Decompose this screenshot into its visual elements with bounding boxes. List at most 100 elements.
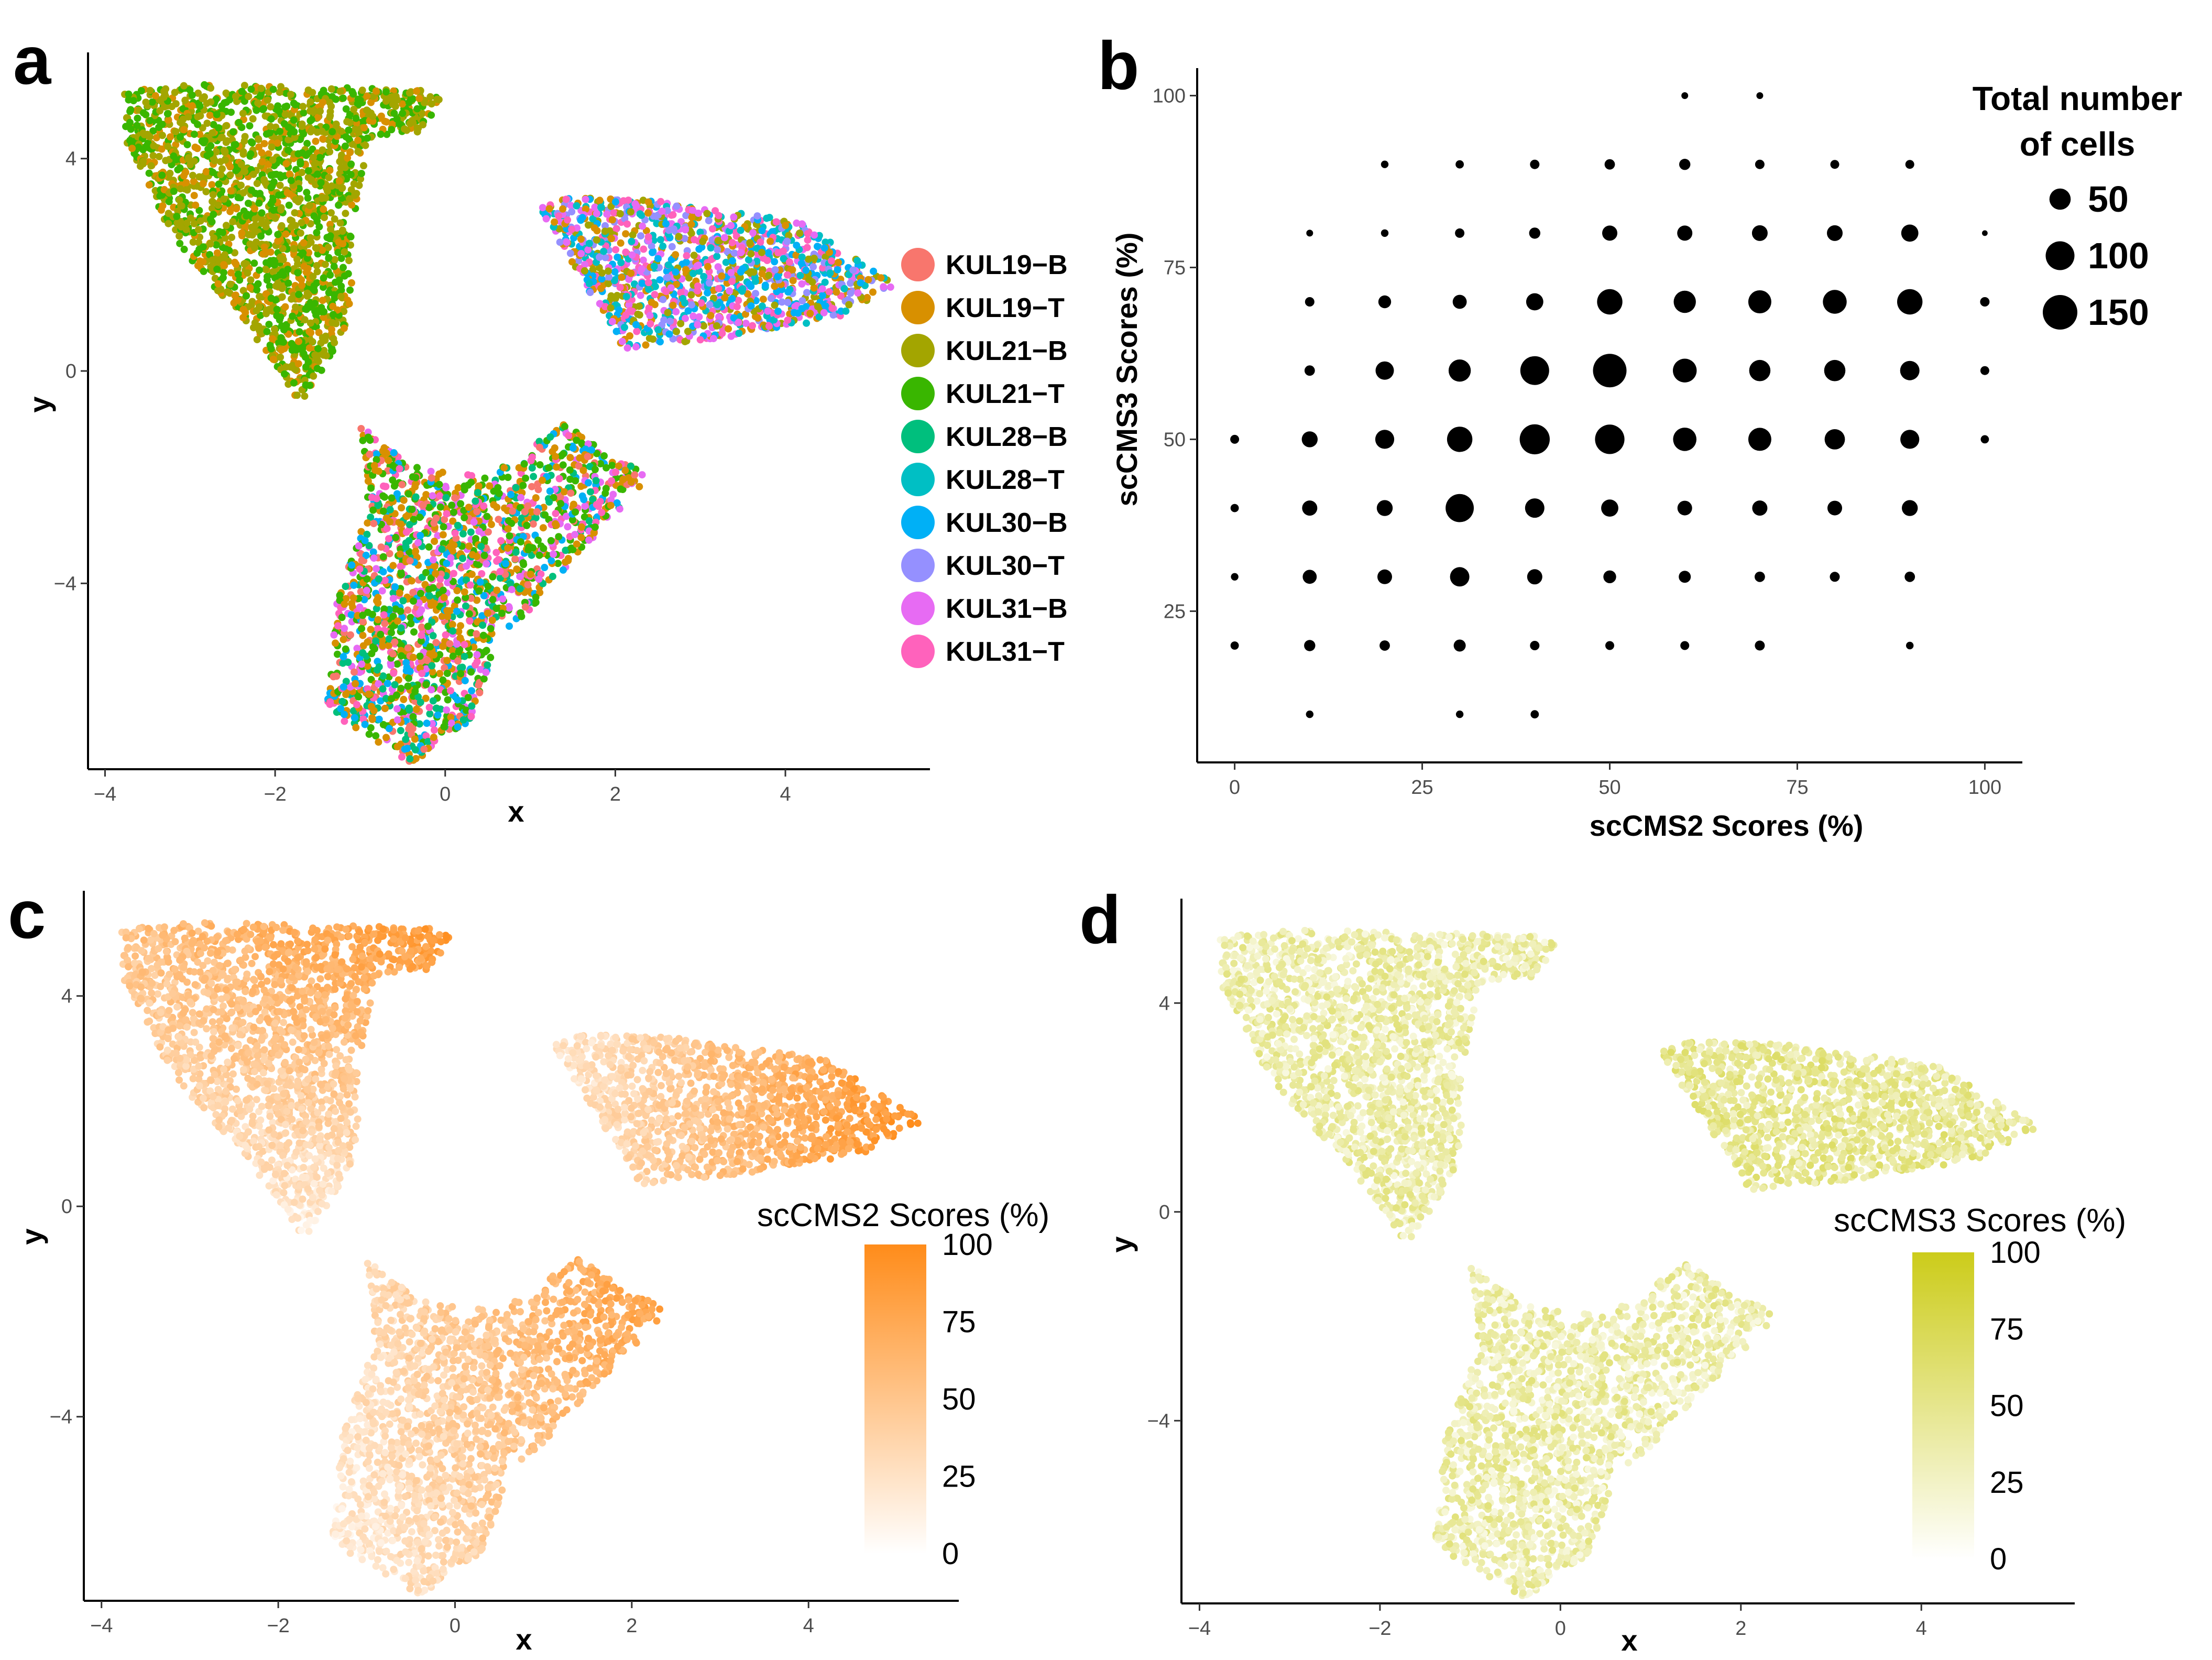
panel-a-point-1586 bbox=[188, 102, 196, 110]
panel-a-point-4912 bbox=[598, 509, 606, 517]
panel-a-point-4048 bbox=[393, 660, 401, 668]
panel-a-point-30 bbox=[360, 162, 367, 170]
panel-a-point-4857 bbox=[399, 597, 407, 605]
panel-a-point-995 bbox=[243, 292, 250, 300]
panel-a-point-2936 bbox=[612, 246, 620, 254]
panel-a-point-4671 bbox=[547, 557, 555, 565]
panel-a-point-4805 bbox=[440, 594, 448, 602]
panel-a-point-1706 bbox=[245, 93, 253, 101]
panel-a-point-1731 bbox=[217, 171, 225, 179]
panel-a-point-2866 bbox=[542, 215, 550, 223]
panel-a-point-1246 bbox=[137, 87, 145, 95]
panel-a-point-925 bbox=[229, 218, 237, 226]
panel-a-point-4555 bbox=[426, 643, 434, 651]
panel-a-point-4895 bbox=[359, 649, 367, 657]
panel-a-point-4613 bbox=[416, 514, 424, 521]
panel-a-point-1543 bbox=[256, 190, 264, 198]
panel-a-point-1741 bbox=[238, 229, 246, 237]
panel-a-point-1574 bbox=[315, 223, 323, 231]
panel-a-label: a bbox=[13, 22, 52, 99]
panel-a-point-4933 bbox=[370, 520, 378, 528]
panel-a-point-3063 bbox=[634, 310, 642, 318]
panel-a-point-1687 bbox=[280, 120, 288, 128]
panel-a-point-2939 bbox=[749, 229, 757, 237]
panel-a-point-4919 bbox=[443, 607, 451, 615]
panel-a-point-4321 bbox=[429, 492, 436, 500]
panel-a-point-2566 bbox=[642, 341, 650, 349]
panel-a-point-1103 bbox=[276, 89, 283, 96]
panel-a-point-593 bbox=[133, 122, 141, 129]
panel-a-point-2857 bbox=[804, 230, 812, 237]
panel-a-point-1642 bbox=[318, 194, 326, 202]
panel-a-point-1624 bbox=[350, 180, 358, 188]
panel-a-point-3151 bbox=[506, 622, 513, 630]
panel-a-point-4822 bbox=[411, 746, 419, 753]
panel-a-point-1752 bbox=[325, 173, 333, 181]
panel-a-legend-key-8 bbox=[901, 592, 935, 625]
panel-a-point-2511 bbox=[640, 245, 648, 253]
panel-a-point-1720 bbox=[282, 160, 290, 168]
panel-a-point-3094 bbox=[764, 307, 772, 315]
panel-a-point-2761 bbox=[833, 288, 840, 296]
panel-a-point-2917 bbox=[761, 281, 769, 289]
panel-a-point-4828 bbox=[527, 457, 535, 464]
panel-a-point-2895 bbox=[638, 211, 645, 219]
panel-a-point-4534 bbox=[406, 755, 414, 763]
panel-a-point-1282 bbox=[190, 192, 198, 200]
panel-a-point-4675 bbox=[475, 482, 483, 490]
panel-a-point-1650 bbox=[258, 158, 266, 166]
panel-a-point-1790 bbox=[226, 163, 234, 171]
panel-a-point-4815 bbox=[484, 609, 491, 617]
panel-a-point-1378 bbox=[354, 136, 362, 144]
panel-a-point-1769 bbox=[363, 92, 371, 100]
panel-a-point-2768 bbox=[622, 248, 630, 256]
panel-a-point-1888 bbox=[314, 170, 321, 178]
panel-a-point-4436 bbox=[333, 672, 341, 680]
panel-a-point-179 bbox=[347, 241, 354, 249]
panel-a-point-1737 bbox=[340, 324, 348, 332]
panel-a-point-4931 bbox=[473, 651, 481, 659]
panel-a-point-1197 bbox=[253, 180, 261, 188]
panel-a-point-3026 bbox=[715, 212, 722, 220]
panel-a-point-4945 bbox=[528, 464, 536, 472]
panel-a-point-4137 bbox=[436, 503, 444, 511]
panel-a-point-4926 bbox=[535, 575, 543, 583]
panel-a-point-1444 bbox=[206, 112, 214, 119]
panel-a-point-2229 bbox=[763, 214, 771, 222]
panel-a-point-2476 bbox=[690, 252, 698, 259]
panel-a-point-3950 bbox=[422, 491, 430, 498]
panel-a-point-2624 bbox=[637, 291, 644, 299]
panel-a-point-4795 bbox=[338, 697, 346, 705]
panel-a-point-1405 bbox=[207, 84, 215, 92]
panel-a-point-4925 bbox=[523, 521, 531, 529]
panel-a-point-1363 bbox=[332, 95, 340, 103]
panel-a-point-1639 bbox=[269, 355, 277, 363]
panel-a-legend-label-7: KUL30−T bbox=[946, 551, 1065, 581]
panel-a-point-4922 bbox=[340, 653, 347, 661]
panel-a-point-4907 bbox=[487, 625, 495, 632]
panel-a-point-4631 bbox=[368, 715, 376, 723]
panel-a-point-1721 bbox=[278, 346, 285, 354]
panel-a-point-4910 bbox=[432, 704, 440, 712]
panel-a-point-3127 bbox=[672, 308, 680, 315]
panel-a-point-4475 bbox=[390, 449, 398, 457]
panel-a-point-272 bbox=[149, 127, 157, 135]
panel-a-point-3043 bbox=[664, 274, 672, 281]
panel-a-point-3135 bbox=[818, 285, 826, 293]
panel-a-point-1542 bbox=[241, 133, 249, 140]
panel-a-point-4027 bbox=[600, 452, 608, 460]
panel-a-point-4897 bbox=[397, 562, 404, 570]
panel-a-point-1842 bbox=[272, 170, 280, 178]
panel-a-point-1394 bbox=[338, 227, 346, 235]
panel-a-point-3082 bbox=[632, 321, 640, 329]
panel-a-point-4704 bbox=[366, 451, 374, 458]
panel-a-point-1899 bbox=[345, 135, 353, 143]
panel-a-point-4431 bbox=[436, 575, 444, 583]
panel-a-point-2586 bbox=[635, 302, 643, 310]
panel-a-point-2277 bbox=[618, 274, 626, 281]
panel-a-x-tick-label-2: 0 bbox=[440, 783, 451, 805]
panel-a-point-1600 bbox=[196, 112, 204, 119]
panel-a-legend-label-5: KUL28−T bbox=[946, 465, 1065, 495]
panel-a-point-2921 bbox=[713, 253, 721, 260]
panel-a-point-1086 bbox=[183, 186, 191, 194]
